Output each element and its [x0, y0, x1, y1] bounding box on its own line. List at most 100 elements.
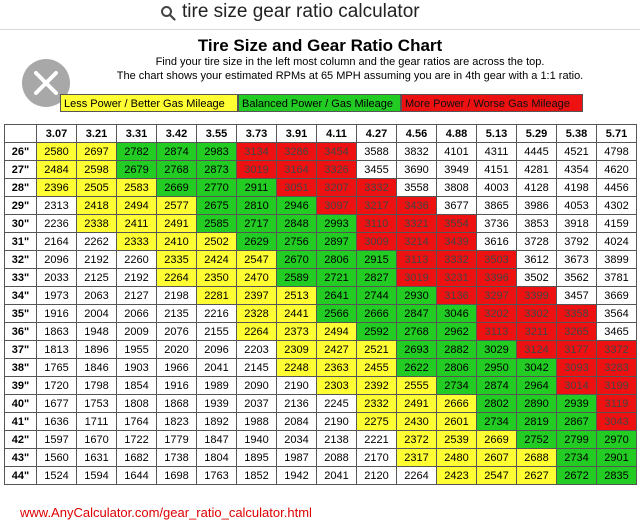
rpm-cell: 2930 [396, 286, 437, 305]
table-row: 29" 2313 2418 2494 2577 2675 2810 2946 3097 3217 3… [4, 196, 637, 215]
gear-ratio-header: 3.55 [196, 124, 237, 143]
rpm-cell: 4053 [556, 196, 597, 215]
rpm-cell: 2392 [356, 376, 397, 395]
rpm-cell: 2946 [276, 196, 317, 215]
rpm-cell: 2669 [476, 430, 517, 449]
rpm-cell: 2939 [556, 394, 597, 413]
rpm-cell: 4311 [476, 142, 517, 161]
rpm-cell: 2717 [236, 214, 277, 233]
rpm-cell: 2041 [196, 358, 237, 377]
rpm-cell: 2009 [116, 322, 157, 341]
rpm-cell: 3113 [476, 322, 517, 341]
rpm-cell: 1868 [156, 394, 197, 413]
tire-size-label: 31" [4, 232, 37, 251]
tire-size-label: 34" [4, 286, 37, 305]
rpm-cell: 2577 [156, 196, 197, 215]
close-button[interactable] [22, 59, 70, 107]
gear-ratio-header: 5.13 [476, 124, 517, 143]
rpm-cell: 2521 [356, 340, 397, 359]
search-icon [161, 6, 176, 21]
rpm-cell: 2601 [436, 412, 477, 431]
rpm-cell: 2145 [236, 358, 277, 377]
rpm-cell: 3853 [516, 214, 557, 233]
rpm-cell: 1852 [236, 466, 277, 485]
rpm-cell: 2125 [76, 268, 117, 287]
rpm-cell: 4024 [596, 232, 637, 251]
source-link[interactable]: www.AnyCalculator.com/gear_ratio_calcula… [20, 505, 312, 520]
search-bar[interactable]: tire size gear ratio calculator [0, 0, 640, 28]
rpm-cell: 3612 [516, 250, 557, 269]
rpm-cell: 3097 [316, 196, 357, 215]
gear-ratio-header: 3.42 [156, 124, 197, 143]
rpm-cell: 2915 [356, 250, 397, 269]
rpm-cell: 2566 [316, 304, 357, 323]
rpm-cell: 2309 [276, 340, 317, 359]
rpm-cell: 3616 [476, 232, 517, 251]
tire-size-label: 29" [4, 196, 37, 215]
rpm-cell: 2585 [196, 214, 237, 233]
rpm-cell: 3986 [516, 196, 557, 215]
rpm-cell: 2882 [436, 340, 477, 359]
rpm-cell: 1989 [196, 376, 237, 395]
tire-size-label: 36" [4, 322, 37, 341]
rpm-cell: 2752 [516, 430, 557, 449]
rpm-cell: 2136 [276, 394, 317, 413]
rpm-cell: 2190 [316, 412, 357, 431]
table-row: 40" 1677 1753 1808 1868 1939 2037 2136 2245 2332 2… [4, 394, 637, 413]
rpm-cell: 2666 [436, 394, 477, 413]
rpm-cell: 3554 [436, 214, 477, 233]
rpm-cell: 1916 [36, 304, 77, 323]
rpm-cell: 3690 [396, 160, 437, 179]
rpm-cell: 3286 [276, 142, 317, 161]
rpm-cell: 1765 [36, 358, 77, 377]
rpm-cell: 2505 [76, 178, 117, 197]
rpm-cell: 3019 [236, 160, 277, 179]
rpm-cell: 3396 [476, 268, 517, 287]
rpm-cell: 2770 [196, 178, 237, 197]
rpm-cell: 2135 [156, 304, 197, 323]
rpm-cell: 2363 [316, 358, 357, 377]
rpm-cell: 2397 [236, 286, 277, 305]
rpm-cell: 3207 [316, 178, 357, 197]
rpm-cell: 2264 [396, 466, 437, 485]
gear-ratio-header: 3.21 [76, 124, 117, 143]
rpm-cell: 3332 [356, 178, 397, 197]
rpm-cell: 1804 [196, 448, 237, 467]
rpm-cell: 3231 [436, 268, 477, 287]
rpm-cell: 3046 [436, 304, 477, 323]
rpm-cell: 2088 [316, 448, 357, 467]
rpm-cell: 1594 [76, 466, 117, 485]
rpm-cell: 2423 [436, 466, 477, 485]
rpm-cell: 3297 [476, 286, 517, 305]
rpm-cell: 4354 [556, 160, 597, 179]
rpm-cell: 3110 [356, 214, 397, 233]
table-row: 36" 1863 1948 2009 2076 2155 2264 2373 2494 2592 2… [4, 322, 637, 341]
table-row: 42" 1597 1670 1722 1779 1847 1940 2034 2138 2221 2… [4, 430, 637, 449]
rpm-cell: 2622 [396, 358, 437, 377]
rpm-cell: 4128 [516, 178, 557, 197]
rpm-cell: 2768 [396, 322, 437, 341]
rpm-cell: 2418 [76, 196, 117, 215]
rpm-cell: 2333 [116, 232, 157, 251]
rpm-cell: 3009 [356, 232, 397, 251]
rpm-cell: 2480 [436, 448, 477, 467]
gear-ratio-header: 4.27 [356, 124, 397, 143]
rpm-cell: 2607 [476, 448, 517, 467]
rpm-cell: 2262 [76, 232, 117, 251]
table-row: 43" 1560 1631 1682 1738 1804 1895 1987 2088 2170 2… [4, 448, 637, 467]
gear-ratio-header: 3.73 [236, 124, 277, 143]
rpm-cell: 2627 [516, 466, 557, 485]
rpm-cell: 2063 [76, 286, 117, 305]
rpm-cell: 1711 [76, 412, 117, 431]
rpm-cell: 2004 [76, 304, 117, 323]
rpm-cell: 3302 [516, 304, 557, 323]
rpm-cell: 2317 [396, 448, 437, 467]
rpm-cell: 2033 [36, 268, 77, 287]
gear-ratio-header: 5.38 [556, 124, 597, 143]
search-query[interactable]: tire size gear ratio calculator [182, 1, 420, 22]
rpm-cell: 3214 [396, 232, 437, 251]
rpm-cell: 1698 [156, 466, 197, 485]
rpm-cell: 2120 [356, 466, 397, 485]
rpm-cell: 1808 [116, 394, 157, 413]
rpm-cell: 3564 [596, 304, 637, 323]
